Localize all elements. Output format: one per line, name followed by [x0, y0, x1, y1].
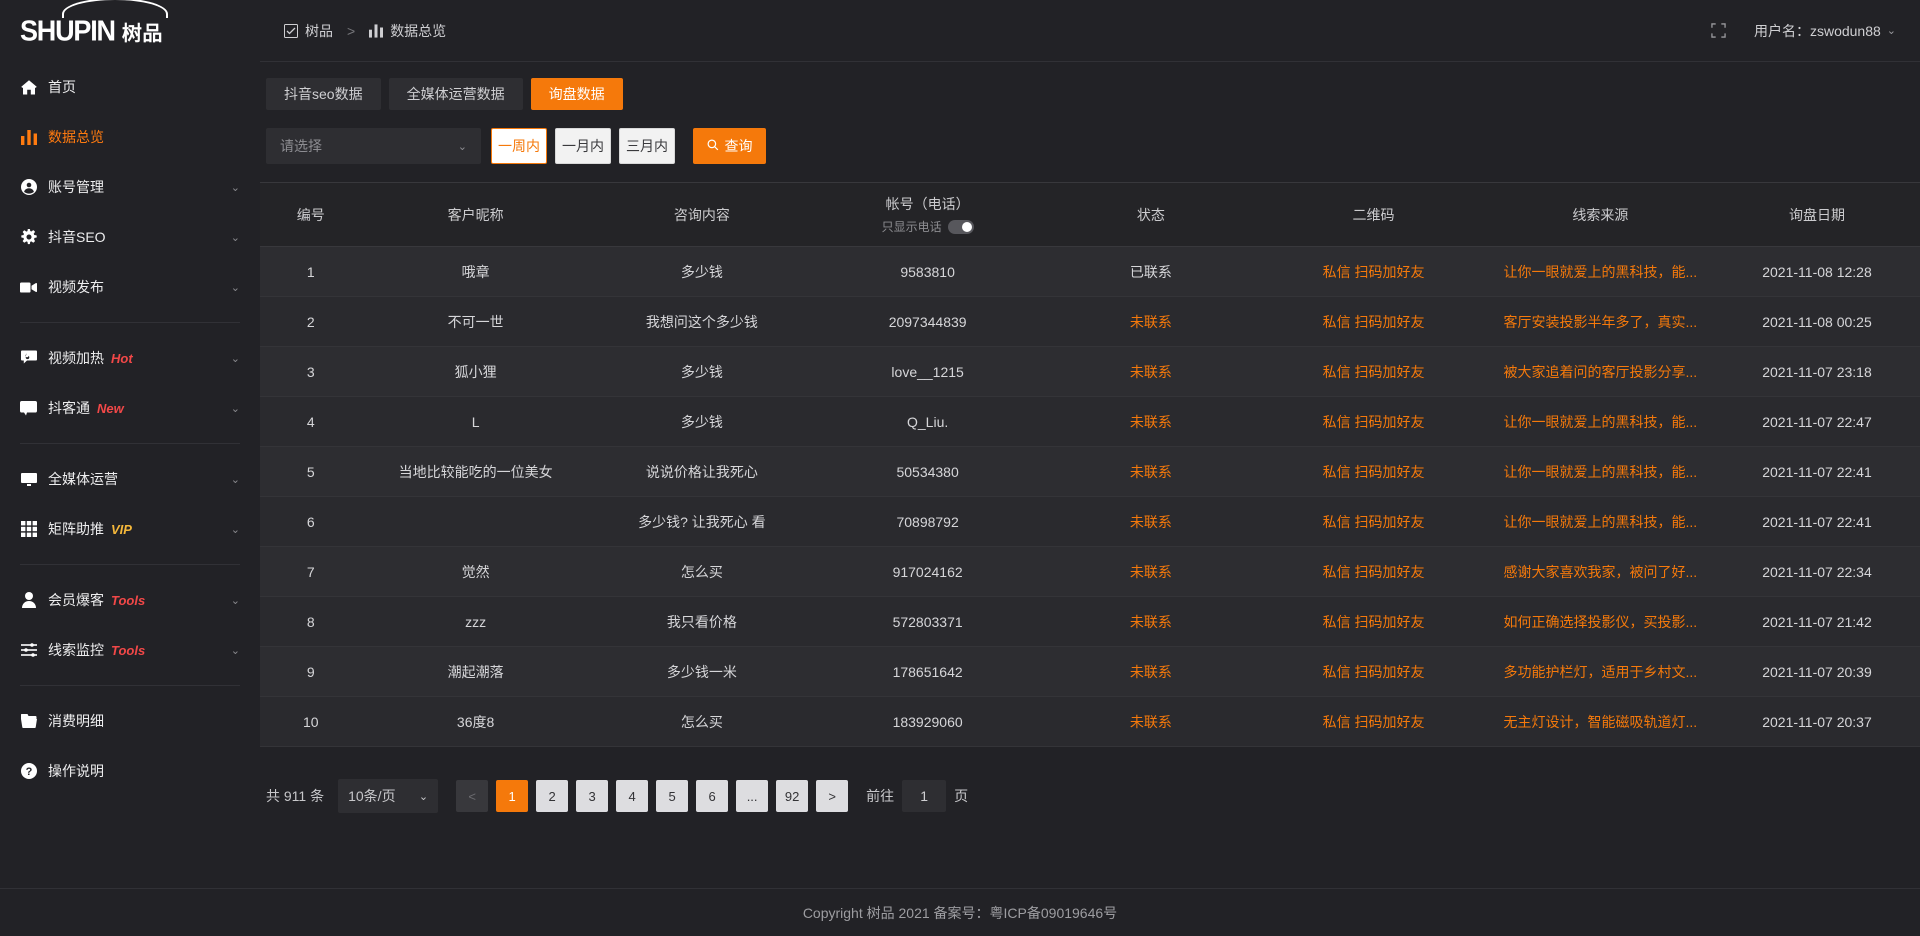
svg-text:?: ?	[25, 766, 32, 778]
